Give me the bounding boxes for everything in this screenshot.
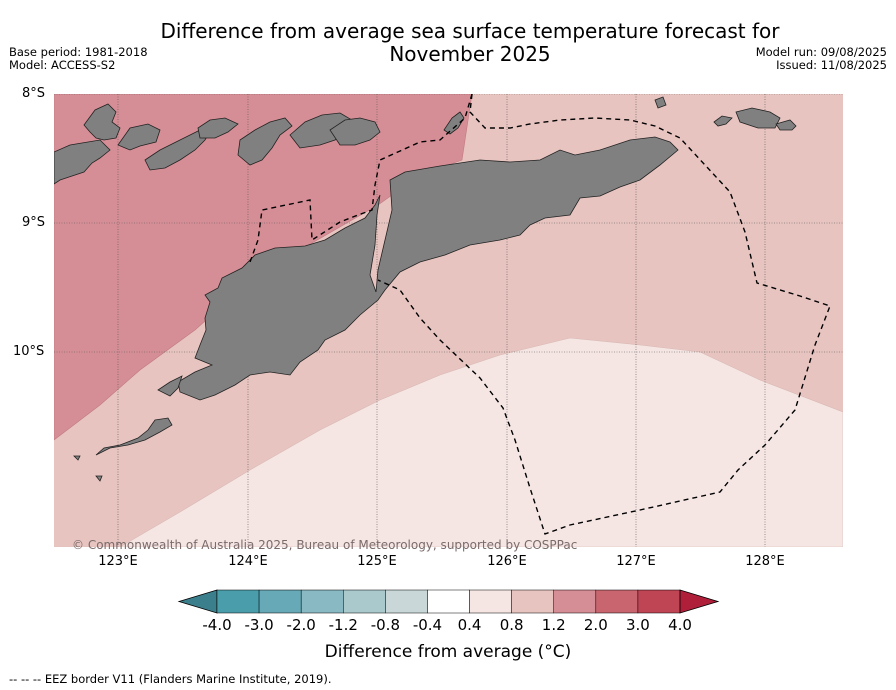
pantar-island xyxy=(197,117,239,139)
colorbar-tick-label: -0.8 xyxy=(370,616,400,634)
flores-island xyxy=(54,139,111,185)
colorbar-tick-label: 0.4 xyxy=(457,616,482,634)
atauro-island xyxy=(443,111,465,135)
title-line-2: November 2025 xyxy=(389,42,551,66)
colorbar-swatch xyxy=(385,589,428,614)
lon-label-128e: 128°E xyxy=(745,554,785,569)
rote-island xyxy=(95,417,173,456)
colorbar-tick-label: -1.2 xyxy=(328,616,358,634)
colorbar-tick-label: -2.0 xyxy=(286,616,316,634)
colorbar-tick-label: 4.0 xyxy=(668,616,692,634)
sst-band-0.4-0.8 xyxy=(54,337,843,547)
colorbar-tick-label: -3.0 xyxy=(244,616,274,634)
alor-island xyxy=(237,117,293,166)
model-run: Model run: 09/08/2025 xyxy=(755,45,887,59)
wetar-east xyxy=(329,117,381,146)
colorbar-tick-label: 2.0 xyxy=(583,616,608,634)
colorbar-swatch xyxy=(258,589,302,614)
meta-right: Model run: 09/08/2025 Issued: 11/08/2025 xyxy=(756,46,887,72)
eez-border xyxy=(249,94,831,535)
lon-label-126e: 126°E xyxy=(487,554,527,569)
issued-date: Issued: 11/08/2025 xyxy=(776,58,887,72)
model-name: Model: ACCESS-S2 xyxy=(9,58,116,72)
colorbar-extend-high xyxy=(679,589,720,614)
colorbar-swatch xyxy=(216,589,260,614)
land xyxy=(54,96,797,482)
chart-title: Difference from average sea surface temp… xyxy=(0,20,896,66)
kisar-island xyxy=(654,96,667,109)
colorbar-extend-low xyxy=(177,589,218,614)
lon-label-127e: 127°E xyxy=(616,554,656,569)
colorbar-swatch xyxy=(469,589,512,614)
meta-left: Base period: 1981-2018 Model: ACCESS-S2 xyxy=(9,46,148,72)
colorbar-swatch xyxy=(637,589,681,614)
leti-island xyxy=(713,115,733,127)
solor-island xyxy=(117,123,161,151)
title-line-1: Difference from average sea surface temp… xyxy=(160,19,780,43)
colorbar-tick-label: -0.4 xyxy=(412,616,443,634)
semau-island xyxy=(157,375,183,397)
lat-label-10s: 10°S xyxy=(13,344,45,359)
colorbar-tick-label: 3.0 xyxy=(625,616,650,634)
colorbar-swatch xyxy=(553,589,597,614)
colorbar-tick-label: 1.2 xyxy=(541,616,566,634)
colorbar-tick-label: 0.8 xyxy=(499,616,524,634)
savu-island xyxy=(73,455,81,461)
colorbar-swatch xyxy=(427,589,470,614)
colorbar-swatch xyxy=(595,589,639,614)
colorbar xyxy=(177,589,720,614)
lon-label-123e: 123°E xyxy=(98,554,138,569)
colorbar-swatch xyxy=(300,589,344,614)
ndao-island xyxy=(95,475,103,482)
base-period: Base period: 1981-2018 xyxy=(9,45,148,59)
adonara-island xyxy=(83,103,121,141)
colorbar-tick-label: -4.0 xyxy=(202,616,232,634)
lon-label-124e: 124°E xyxy=(228,554,268,569)
copyright-notice: © Commonwealth of Australia 2025, Bureau… xyxy=(72,538,578,552)
lembata-island xyxy=(144,127,213,171)
lon-label-125e: 125°E xyxy=(357,554,397,569)
eez-legend: -- -- -- EEZ border V11 (Flanders Marine… xyxy=(9,672,332,686)
colorbar-title: Difference from average (°C) xyxy=(324,642,572,662)
colorbar-swatch xyxy=(343,589,386,614)
lakor-island xyxy=(775,119,797,131)
lat-label-8s: 8°S xyxy=(22,86,46,101)
colorbar-swatch xyxy=(511,589,554,614)
lat-label-9s: 9°S xyxy=(22,215,46,230)
moa-island xyxy=(735,107,781,129)
